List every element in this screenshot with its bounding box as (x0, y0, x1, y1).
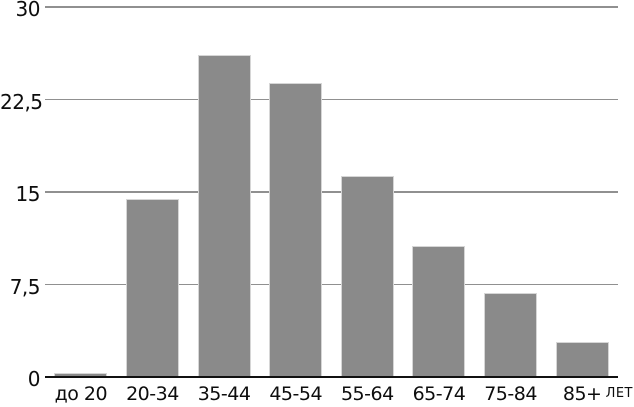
gridline (45, 191, 618, 193)
bar-55-64 (340, 175, 394, 377)
gridline (45, 98, 618, 101)
x-axis-tick-label: 55-64 (340, 383, 394, 405)
x-axis-unit-label: лет (605, 386, 633, 401)
x-axis-tick-label: 85+ (562, 383, 602, 405)
y-axis-tick-label: 30 (15, 0, 41, 21)
y-axis-tick-label: 7,5 (9, 274, 41, 299)
x-axis-tick-label: 45-54 (269, 383, 323, 405)
y-axis-tick-label: 0 (27, 367, 41, 391)
bar-65-74 (412, 246, 466, 377)
bar-75-84 (484, 293, 538, 377)
bar-45-54 (269, 83, 323, 377)
bar-85+ (555, 342, 609, 377)
bar-до-20 (54, 373, 108, 377)
x-axis-tick-label: 75-84 (484, 383, 537, 405)
gridline (45, 6, 618, 8)
x-axis-tick-label: 65-74 (412, 383, 466, 405)
y-axis-tick-label: 22,5 (0, 89, 43, 114)
x-axis-tick-label: 20-34 (126, 383, 179, 405)
x-axis-tick-label: 35-44 (197, 383, 251, 405)
y-axis-tick-label: 15 (15, 182, 41, 206)
bar-20-34 (125, 199, 179, 377)
x-axis-line (45, 375, 618, 378)
gridline (45, 283, 618, 286)
x-axis-tick-label: до 20 (54, 383, 108, 405)
bar-35-44 (197, 55, 251, 377)
